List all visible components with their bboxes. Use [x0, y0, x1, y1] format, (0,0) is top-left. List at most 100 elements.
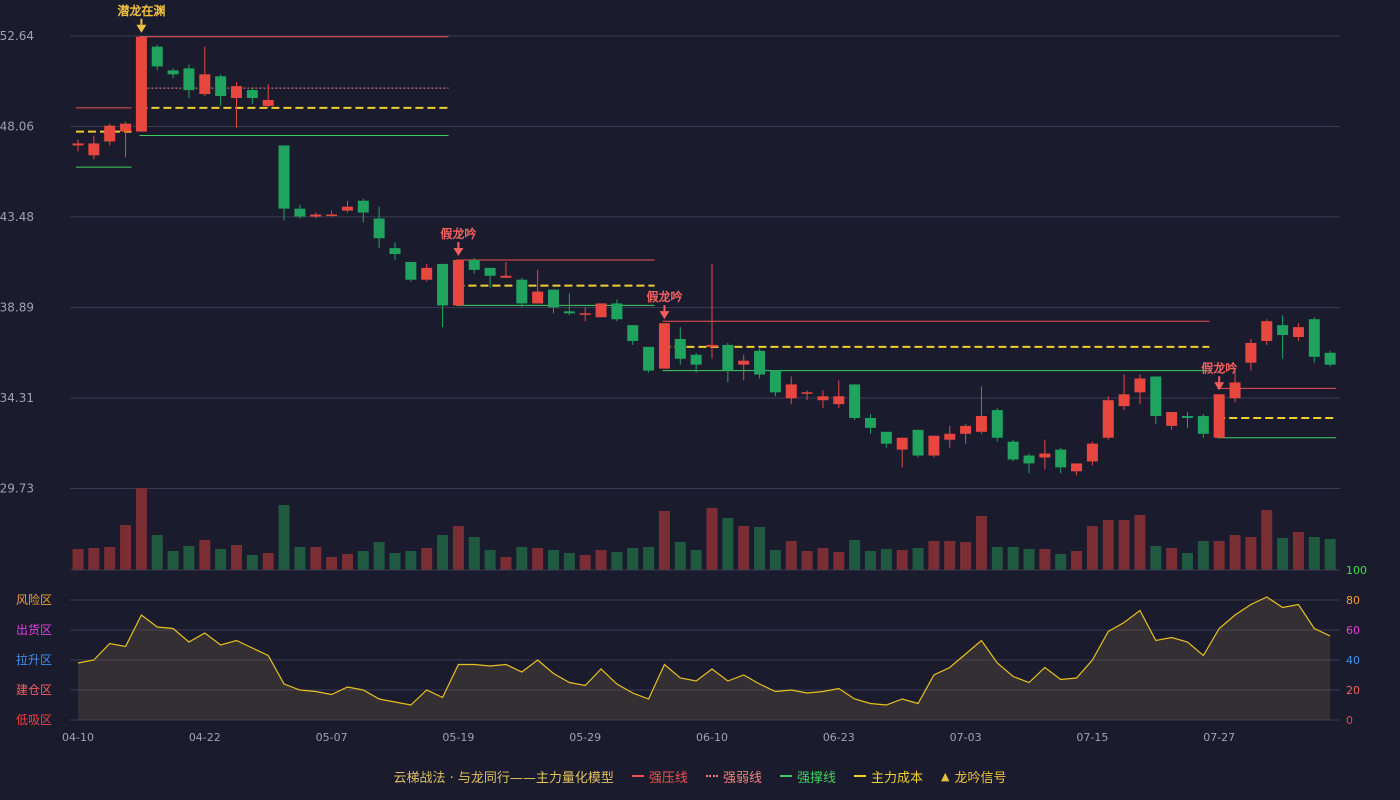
- candle: [1150, 376, 1162, 424]
- candle-body: [373, 218, 385, 239]
- volume-bar: [674, 542, 686, 570]
- volume-bar: [1166, 548, 1178, 570]
- legend-swatch: [853, 775, 866, 777]
- candle: [437, 263, 449, 328]
- candle: [357, 198, 369, 223]
- candle-body: [1055, 449, 1067, 468]
- candle-body: [801, 392, 813, 394]
- volume-bar: [294, 547, 306, 570]
- candle: [960, 423, 972, 444]
- candle-body: [167, 70, 179, 75]
- osc-tick-label: 60: [1346, 624, 1360, 637]
- candle: [643, 346, 655, 373]
- candle: [468, 258, 480, 274]
- signal-label: 假龙吟: [440, 226, 476, 241]
- candle: [801, 390, 813, 401]
- volume-bar: [865, 551, 876, 570]
- volume-bar: [341, 554, 353, 570]
- volume-bar: [357, 551, 369, 570]
- legend: 云梯战法 · 与龙同行——主力量化模型 强压线 强弱线 强撑线 主力成本 ▲ 龙吟…: [0, 764, 1400, 788]
- candle-body: [706, 344, 718, 347]
- candle-body: [643, 346, 655, 371]
- legend-item-strong-support[interactable]: 强撑线: [779, 767, 836, 786]
- candle: [151, 44, 163, 71]
- volume-bar: [310, 547, 322, 570]
- volume-bar: [326, 557, 338, 570]
- oscillator-panel: [70, 569, 1340, 721]
- price-tick-label: 48.06: [0, 119, 34, 133]
- legend-item-signal[interactable]: ▲ 龙吟信号: [941, 767, 1006, 786]
- volume-bar: [278, 505, 290, 570]
- candle-body: [849, 384, 861, 418]
- volume-bar: [643, 547, 655, 570]
- candle-body: [421, 267, 433, 280]
- candle-body: [579, 313, 591, 315]
- candle: [880, 431, 892, 448]
- candle-body: [1118, 394, 1130, 407]
- volume-bar: [1277, 538, 1289, 570]
- candle-body: [215, 76, 227, 97]
- candle: [135, 36, 147, 132]
- volume-bar: [500, 557, 512, 570]
- candle: [104, 123, 116, 146]
- candle-body: [1086, 443, 1098, 462]
- signal-label: 假龙吟: [646, 289, 682, 304]
- candle-body: [1308, 319, 1320, 357]
- osc-tick-label: 100: [1346, 564, 1367, 577]
- volume-bar: [1134, 515, 1146, 570]
- volume-bar: [104, 547, 116, 570]
- candle: [405, 261, 417, 282]
- candle: [1324, 350, 1336, 367]
- candle: [452, 259, 464, 306]
- x-tick-label: 05-19: [442, 731, 474, 744]
- candle-body: [135, 36, 147, 132]
- candle: [1102, 396, 1114, 440]
- candle-body: [563, 311, 575, 314]
- legend-item-main-cost[interactable]: 主力成本: [853, 767, 923, 786]
- candle-body: [785, 384, 797, 399]
- x-tick-label: 05-29: [569, 731, 601, 744]
- candle: [484, 267, 496, 288]
- signal-arrow-icon: [1214, 382, 1225, 391]
- volume-bar: [389, 553, 401, 570]
- candle: [706, 263, 718, 359]
- volume-bar: [1308, 537, 1320, 570]
- candle-body: [896, 437, 908, 450]
- osc-tick-label: 20: [1346, 684, 1360, 697]
- legend-swatch: [705, 775, 718, 777]
- candle-body: [72, 143, 84, 146]
- volume-bar: [579, 555, 591, 570]
- volume-bar: [532, 548, 544, 570]
- volume-bar: [722, 518, 734, 570]
- candle-body: [516, 279, 528, 304]
- candle: [373, 206, 385, 249]
- x-tick-label: 04-10: [62, 731, 94, 744]
- volume-bar: [833, 552, 845, 570]
- signal-arrow-icon: [453, 247, 464, 256]
- volume-bar: [548, 550, 559, 570]
- legend-item-weak[interactable]: 强弱线: [705, 767, 762, 786]
- candle: [500, 261, 512, 278]
- candle: [658, 323, 670, 369]
- candle-body: [199, 74, 211, 95]
- volume-bar: [405, 551, 417, 570]
- candle: [1023, 453, 1035, 474]
- x-tick-label: 07-03: [950, 731, 982, 744]
- candle: [944, 425, 956, 448]
- candle: [1134, 374, 1146, 405]
- volume-bar: [199, 540, 211, 570]
- volume-bar: [706, 508, 718, 570]
- volume-bar: [880, 549, 892, 570]
- candle: [785, 376, 797, 405]
- signal-label: 假龙吟: [1201, 360, 1237, 375]
- oscillator-area: [78, 597, 1331, 720]
- volume-bar: [468, 537, 480, 570]
- candle-body: [769, 370, 781, 393]
- legend-item-strong-pressure[interactable]: 强压线: [631, 767, 688, 786]
- volume-bar: [690, 550, 702, 570]
- candle-body: [1102, 400, 1114, 438]
- volume-bar: [1229, 535, 1241, 570]
- candle-body: [1229, 382, 1241, 399]
- volume-bar: [944, 541, 956, 570]
